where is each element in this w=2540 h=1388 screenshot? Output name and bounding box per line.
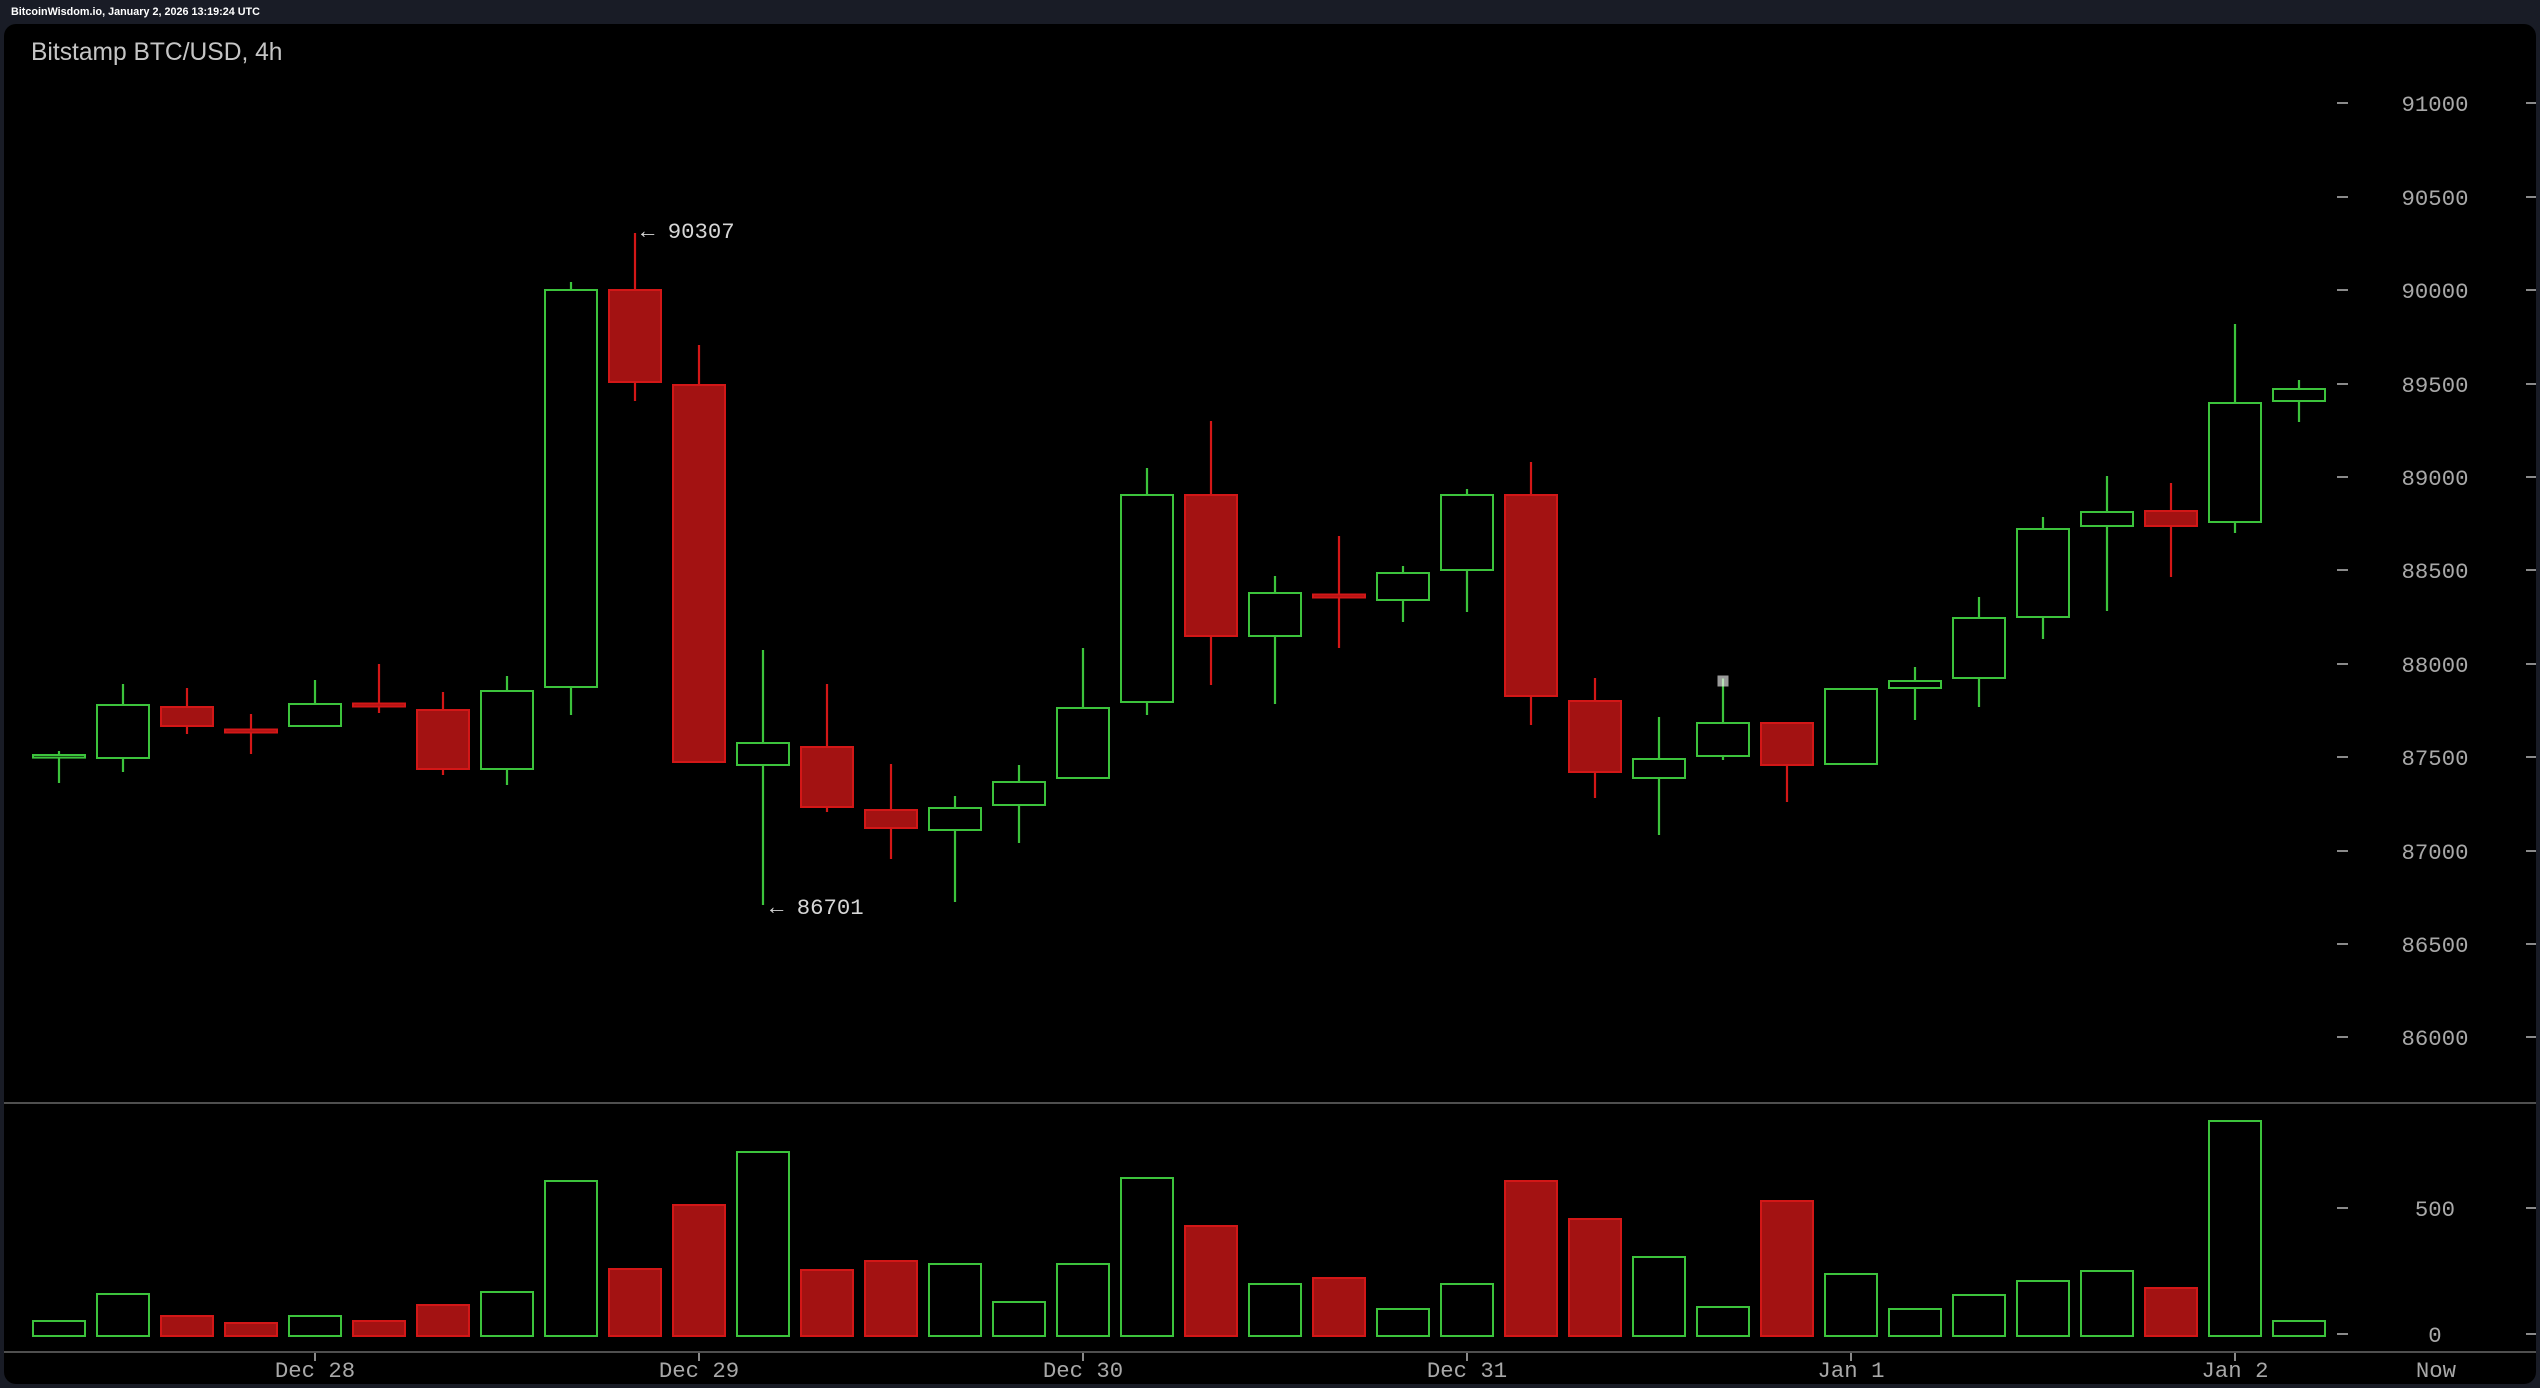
svg-text:Dec 30: Dec 30 [1043, 1358, 1123, 1384]
svg-text:← 90307: ← 90307 [641, 219, 735, 245]
svg-text:88000: 88000 [2402, 653, 2469, 679]
svg-text:88500: 88500 [2402, 559, 2469, 585]
svg-text:89000: 89000 [2402, 466, 2469, 492]
svg-text:Dec 29: Dec 29 [659, 1358, 739, 1384]
svg-text:89500: 89500 [2402, 373, 2469, 399]
svg-text:86500: 86500 [2402, 933, 2469, 959]
svg-text:Jan 1: Jan 1 [1818, 1358, 1885, 1384]
svg-text:0: 0 [2428, 1323, 2441, 1349]
svg-text:Jan 2: Jan 2 [2202, 1358, 2269, 1384]
svg-text:← 86701: ← 86701 [770, 895, 864, 921]
svg-text:87500: 87500 [2402, 746, 2469, 772]
svg-text:91000: 91000 [2402, 92, 2469, 118]
svg-text:86000: 86000 [2402, 1026, 2469, 1052]
svg-text:Dec 28: Dec 28 [275, 1358, 355, 1384]
svg-text:87000: 87000 [2402, 840, 2469, 866]
svg-text:90500: 90500 [2402, 186, 2469, 212]
svg-text:Now: Now [2416, 1358, 2457, 1384]
svg-text:500: 500 [2415, 1197, 2455, 1223]
svg-text:90000: 90000 [2402, 279, 2469, 305]
svg-text:Dec 31: Dec 31 [1427, 1358, 1507, 1384]
